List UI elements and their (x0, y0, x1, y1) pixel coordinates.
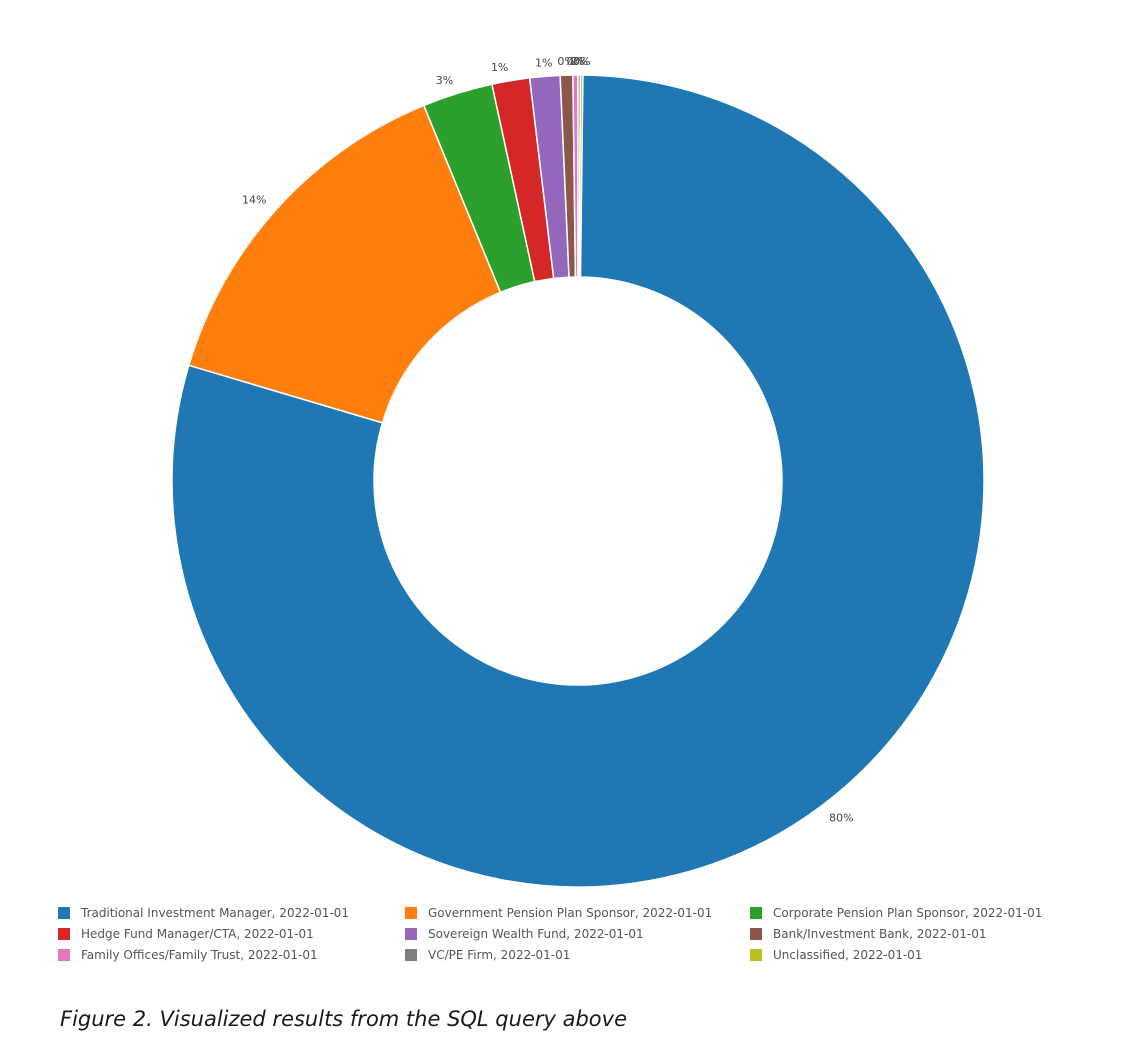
legend-item-unclassified[interactable]: Unclassified, 2022-01-01 (750, 946, 1080, 964)
legend-item-traditional-investment-manager[interactable]: Traditional Investment Manager, 2022-01-… (58, 904, 405, 922)
donut-hole (374, 277, 782, 685)
slice-label-traditional-investment-manager: 80% (829, 812, 853, 825)
legend-label: Corporate Pension Plan Sponsor, 2022-01-… (773, 906, 1043, 920)
legend-label: Sovereign Wealth Fund, 2022-01-01 (428, 927, 644, 941)
donut-slices (171, 74, 985, 888)
slice-label-government-pension-plan-sponsor: 14% (242, 193, 266, 206)
legend-label: VC/PE Firm, 2022-01-01 (428, 948, 571, 962)
legend-label: Unclassified, 2022-01-01 (773, 948, 923, 962)
legend-swatch (405, 907, 417, 919)
legend-swatch (58, 907, 70, 919)
legend-swatch (750, 949, 762, 961)
slice-label-vc-pe-firm: 0% (571, 55, 588, 68)
legend-swatch (58, 949, 70, 961)
legend-label: Hedge Fund Manager/CTA, 2022-01-01 (81, 927, 314, 941)
legend-swatch (405, 949, 417, 961)
legend-item-corporate-pension-plan-sponsor[interactable]: Corporate Pension Plan Sponsor, 2022-01-… (750, 904, 1080, 922)
legend-swatch (750, 928, 762, 940)
chart-legend: Traditional Investment Manager, 2022-01-… (58, 904, 1080, 964)
slice-label-corporate-pension-plan-sponsor: 3% (436, 74, 453, 87)
legend-item-bank-investment-bank[interactable]: Bank/Investment Bank, 2022-01-01 (750, 925, 1080, 943)
legend-swatch (750, 907, 762, 919)
legend-item-vc-pe-firm[interactable]: VC/PE Firm, 2022-01-01 (405, 946, 750, 964)
slice-label-sovereign-wealth-fund: 1% (535, 56, 552, 69)
legend-item-hedge-fund-manager-cta[interactable]: Hedge Fund Manager/CTA, 2022-01-01 (58, 925, 405, 943)
legend-swatch (405, 928, 417, 940)
legend-item-government-pension-plan-sponsor[interactable]: Government Pension Plan Sponsor, 2022-01… (405, 904, 750, 922)
legend-label: Bank/Investment Bank, 2022-01-01 (773, 927, 987, 941)
slice-label-bank-investment-bank: 0% (557, 55, 574, 68)
slice-label-unclassified: 0% (573, 55, 590, 68)
legend-item-family-offices-family-trust[interactable]: Family Offices/Family Trust, 2022-01-01 (58, 946, 405, 964)
slice-label-family-offices-family-trust: 0% (567, 55, 584, 68)
legend-swatch (58, 928, 70, 940)
slice-labels: 80%14%3%1% 1% 0%0%0%0% (242, 55, 854, 825)
slice-label-hedge-fund-manager-cta: 1% (491, 61, 508, 74)
legend-label: Traditional Investment Manager, 2022-01-… (81, 906, 350, 920)
figure-caption: Figure 2. Visualized results from the SQ… (60, 1007, 627, 1031)
legend-label: Government Pension Plan Sponsor, 2022-01… (428, 906, 713, 920)
legend-item-sovereign-wealth-fund[interactable]: Sovereign Wealth Fund, 2022-01-01 (405, 925, 750, 943)
legend-label: Family Offices/Family Trust, 2022-01-01 (81, 948, 318, 962)
